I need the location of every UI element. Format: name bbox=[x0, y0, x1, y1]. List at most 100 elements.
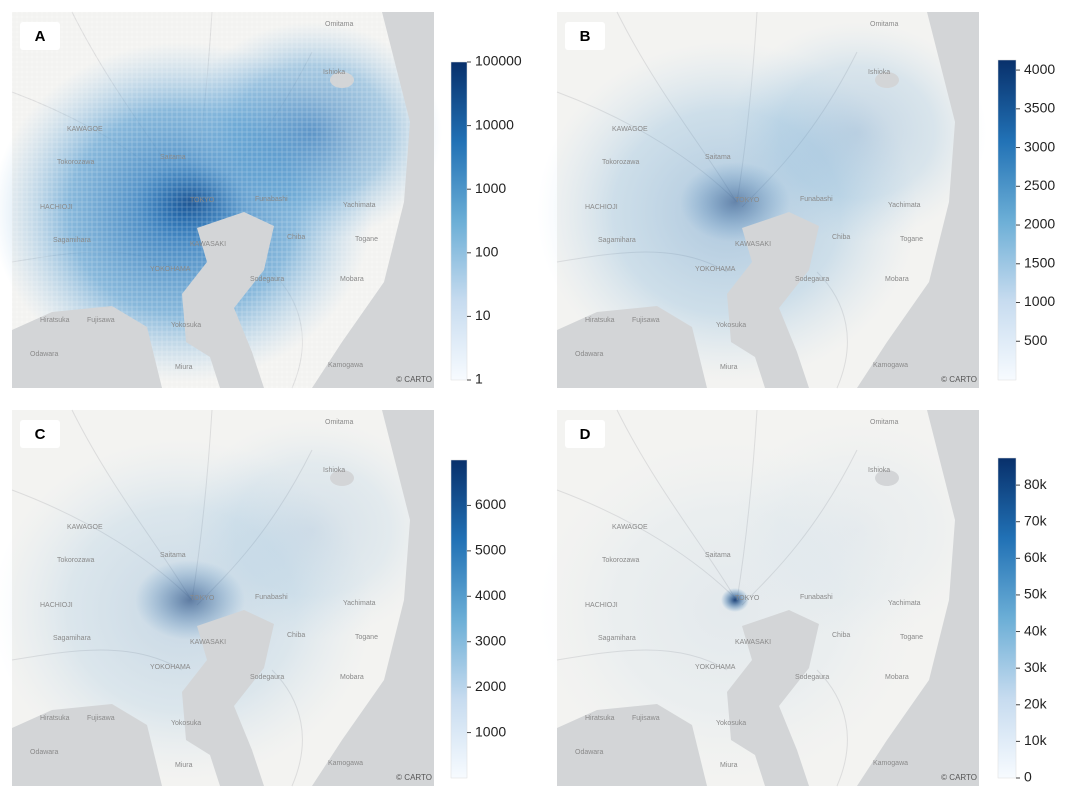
panel-label: B bbox=[580, 28, 591, 45]
place-name: TOKYO bbox=[190, 595, 215, 602]
map-sea bbox=[557, 306, 707, 388]
colorbar bbox=[997, 457, 1017, 779]
colorbar-tick-label: 30k bbox=[1024, 659, 1048, 675]
colorbar bbox=[450, 61, 468, 381]
place-name: Odawara bbox=[30, 351, 59, 358]
colorbar-tick-label: 2000 bbox=[475, 678, 506, 694]
place-name: HACHIOJI bbox=[40, 602, 73, 609]
map-lake bbox=[330, 470, 354, 486]
place-name: Omitama bbox=[870, 419, 899, 426]
place-name: Togane bbox=[900, 236, 923, 243]
place-name: Omitama bbox=[870, 21, 899, 28]
colorbar-tick-label: 50k bbox=[1024, 586, 1048, 602]
colorbar-tick-label: 1000 bbox=[475, 180, 506, 196]
place-name: Fujisawa bbox=[632, 317, 660, 324]
place-name: Hiratsuka bbox=[40, 715, 70, 722]
place-name: YOKOHAMA bbox=[150, 664, 191, 671]
place-name: Togane bbox=[355, 634, 378, 641]
colorbar-tick-label: 3000 bbox=[1024, 138, 1055, 154]
place-name: TOKYO bbox=[190, 197, 215, 204]
map-sea bbox=[182, 610, 274, 786]
place-name: Sodegaura bbox=[250, 674, 284, 681]
place-name: Saitama bbox=[705, 552, 731, 559]
colorbar-tick-label: 100 bbox=[475, 244, 499, 260]
map-sea bbox=[857, 12, 979, 388]
place-name: Kamogawa bbox=[328, 362, 363, 369]
place-name: YOKOHAMA bbox=[695, 266, 736, 273]
place-name: Tokorozawa bbox=[57, 159, 94, 166]
place-name: Ishioka bbox=[323, 467, 345, 474]
colorbar-tick-label: 20k bbox=[1024, 695, 1048, 711]
place-name: KAWAGOE bbox=[612, 524, 648, 531]
colorbar bbox=[450, 459, 468, 779]
place-name: Sagamihara bbox=[53, 237, 91, 244]
place-name: Saitama bbox=[705, 154, 731, 161]
place-name: Fujisawa bbox=[87, 715, 115, 722]
panel-label: C bbox=[35, 426, 46, 443]
place-name: Mobara bbox=[340, 674, 364, 681]
map-sea bbox=[557, 704, 707, 786]
colorbar-tick-label: 1500 bbox=[1024, 254, 1055, 270]
colorbar-tick-label: 80k bbox=[1024, 476, 1048, 492]
place-name: Chiba bbox=[287, 234, 305, 241]
place-name: Tokorozawa bbox=[57, 557, 94, 564]
place-name: Chiba bbox=[832, 234, 850, 241]
place-name: Omitama bbox=[325, 419, 354, 426]
place-name: Hiratsuka bbox=[40, 317, 70, 324]
colorbar-tick-label: 4000 bbox=[475, 587, 506, 603]
place-name: KAWASAKI bbox=[735, 241, 771, 248]
place-name: Fujisawa bbox=[87, 317, 115, 324]
map-sea bbox=[857, 410, 979, 786]
place-name: KAWASAKI bbox=[190, 639, 226, 646]
place-name: Sodegaura bbox=[795, 276, 829, 283]
place-name: Tokorozawa bbox=[602, 557, 639, 564]
place-name: Miura bbox=[720, 364, 738, 371]
panel-label-box bbox=[565, 22, 605, 50]
attribution: © CARTO bbox=[396, 773, 432, 782]
place-name: YOKOHAMA bbox=[150, 266, 191, 273]
attribution: © CARTO bbox=[396, 375, 432, 384]
place-name: Kamogawa bbox=[873, 760, 908, 767]
colorbar-tick-label: 70k bbox=[1024, 512, 1048, 528]
place-name: Yachimata bbox=[888, 600, 921, 607]
density-core bbox=[721, 588, 749, 612]
map-sea bbox=[727, 212, 819, 388]
place-name: Sagamihara bbox=[598, 237, 636, 244]
place-name: KAWASAKI bbox=[735, 639, 771, 646]
place-name: Odawara bbox=[30, 749, 59, 756]
colorbar-tick-label: 10000 bbox=[475, 116, 514, 132]
place-name: Yokosuka bbox=[171, 322, 201, 329]
place-name: Mobara bbox=[885, 276, 909, 283]
map-sea bbox=[182, 212, 274, 388]
place-name: Ishioka bbox=[868, 467, 890, 474]
density-area bbox=[727, 420, 987, 640]
place-name: Funabashi bbox=[800, 196, 833, 203]
place-name: Yokosuka bbox=[171, 720, 201, 727]
map-panel: Omitama Ishioka KAWAGOE Tokorozawa Saitama HA… bbox=[0, 11, 442, 389]
place-name: Yachimata bbox=[888, 202, 921, 209]
colorbar bbox=[997, 59, 1017, 381]
place-name: Odawara bbox=[575, 749, 604, 756]
place-name: Hiratsuka bbox=[585, 317, 615, 324]
place-name: HACHIOJI bbox=[585, 204, 618, 211]
place-name: KAWAGOE bbox=[67, 524, 103, 531]
place-name: TOKYO bbox=[735, 197, 760, 204]
place-name: Chiba bbox=[832, 632, 850, 639]
map-sea bbox=[312, 12, 434, 388]
place-name: Sagamihara bbox=[598, 635, 636, 642]
map-sea bbox=[12, 306, 162, 388]
place-name: Chiba bbox=[287, 632, 305, 639]
colorbar-tick-label: 100000 bbox=[475, 53, 522, 69]
attribution: © CARTO bbox=[941, 375, 977, 384]
colorbar-tick-label: 4000 bbox=[1024, 61, 1055, 77]
place-name: HACHIOJI bbox=[585, 602, 618, 609]
place-name: Miura bbox=[720, 762, 738, 769]
panel-label-box bbox=[565, 420, 605, 448]
place-name: Sagamihara bbox=[53, 635, 91, 642]
place-name: Hiratsuka bbox=[585, 715, 615, 722]
density-area bbox=[727, 22, 987, 242]
map-panel: Omitama Ishioka KAWAGOE Tokorozawa Saitama HA… bbox=[537, 11, 987, 389]
colorbar-tick-label: 500 bbox=[1024, 332, 1048, 348]
place-name: Sodegaura bbox=[250, 276, 284, 283]
